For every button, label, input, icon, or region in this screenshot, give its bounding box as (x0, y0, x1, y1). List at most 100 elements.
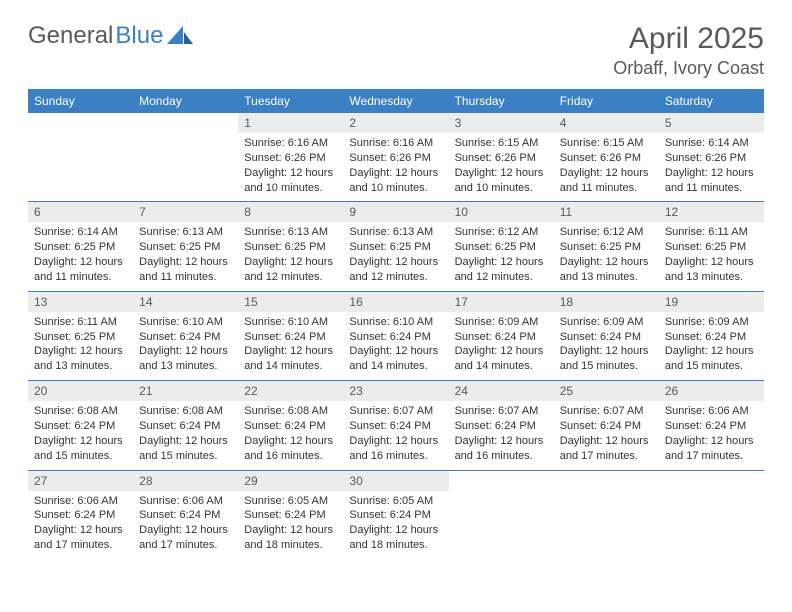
day-body: Sunrise: 6:08 AMSunset: 6:24 PMDaylight:… (238, 401, 343, 469)
sunset-line: Sunset: 6:25 PM (349, 240, 442, 255)
sunset-line: Sunset: 6:24 PM (349, 419, 442, 434)
daylight-line: Daylight: 12 hours and 10 minutes. (244, 166, 337, 196)
day-number: 27 (28, 471, 133, 491)
day-cell: 7Sunrise: 6:13 AMSunset: 6:25 PMDaylight… (133, 202, 238, 290)
week-row: 27Sunrise: 6:06 AMSunset: 6:24 PMDayligh… (28, 470, 764, 559)
day-body: Sunrise: 6:10 AMSunset: 6:24 PMDaylight:… (238, 312, 343, 380)
sunset-line: Sunset: 6:24 PM (34, 508, 127, 523)
daylight-line: Daylight: 12 hours and 13 minutes. (665, 255, 758, 285)
daylight-line: Daylight: 12 hours and 14 minutes. (349, 344, 442, 374)
day-number: 9 (343, 202, 448, 222)
sunrise-line: Sunrise: 6:13 AM (139, 225, 232, 240)
sunset-line: Sunset: 6:24 PM (139, 508, 232, 523)
daylight-line: Daylight: 12 hours and 13 minutes. (34, 344, 127, 374)
sunrise-line: Sunrise: 6:14 AM (34, 225, 127, 240)
day-number: 20 (28, 381, 133, 401)
sunrise-line: Sunrise: 6:05 AM (349, 494, 442, 509)
sunset-line: Sunset: 6:24 PM (455, 419, 548, 434)
daylight-line: Daylight: 12 hours and 10 minutes. (349, 166, 442, 196)
sunset-line: Sunset: 6:24 PM (455, 330, 548, 345)
day-body: Sunrise: 6:13 AMSunset: 6:25 PMDaylight:… (238, 222, 343, 290)
day-number: 25 (554, 381, 659, 401)
day-body: Sunrise: 6:16 AMSunset: 6:26 PMDaylight:… (238, 133, 343, 201)
sunrise-line: Sunrise: 6:07 AM (455, 404, 548, 419)
sunset-line: Sunset: 6:26 PM (455, 151, 548, 166)
sunset-line: Sunset: 6:25 PM (560, 240, 653, 255)
day-body: Sunrise: 6:07 AMSunset: 6:24 PMDaylight:… (554, 401, 659, 469)
day-body: Sunrise: 6:14 AMSunset: 6:26 PMDaylight:… (659, 133, 764, 201)
header: GeneralBlue April 2025 Orbaff, Ivory Coa… (28, 22, 764, 79)
day-number: 26 (659, 381, 764, 401)
day-cell: 8Sunrise: 6:13 AMSunset: 6:25 PMDaylight… (238, 202, 343, 290)
sunrise-line: Sunrise: 6:06 AM (665, 404, 758, 419)
day-cell: 10Sunrise: 6:12 AMSunset: 6:25 PMDayligh… (449, 202, 554, 290)
sunset-line: Sunset: 6:26 PM (560, 151, 653, 166)
daylight-line: Daylight: 12 hours and 11 minutes. (665, 166, 758, 196)
page-title: April 2025 (613, 22, 764, 56)
sunset-line: Sunset: 6:24 PM (349, 508, 442, 523)
dow-header-cell: Thursday (449, 89, 554, 113)
day-body: Sunrise: 6:12 AMSunset: 6:25 PMDaylight:… (449, 222, 554, 290)
sunset-line: Sunset: 6:24 PM (244, 508, 337, 523)
day-cell: 11Sunrise: 6:12 AMSunset: 6:25 PMDayligh… (554, 202, 659, 290)
daylight-line: Daylight: 12 hours and 14 minutes. (455, 344, 548, 374)
daylight-line: Daylight: 12 hours and 15 minutes. (139, 434, 232, 464)
dow-header-cell: Wednesday (343, 89, 448, 113)
day-cell: 23Sunrise: 6:07 AMSunset: 6:24 PMDayligh… (343, 381, 448, 469)
day-body: Sunrise: 6:06 AMSunset: 6:24 PMDaylight:… (659, 401, 764, 469)
week-row: 20Sunrise: 6:08 AMSunset: 6:24 PMDayligh… (28, 380, 764, 469)
day-number: 5 (659, 113, 764, 133)
day-number: 21 (133, 381, 238, 401)
day-cell: 1Sunrise: 6:16 AMSunset: 6:26 PMDaylight… (238, 113, 343, 201)
sunset-line: Sunset: 6:24 PM (244, 419, 337, 434)
sunrise-line: Sunrise: 6:13 AM (349, 225, 442, 240)
daylight-line: Daylight: 12 hours and 12 minutes. (349, 255, 442, 285)
day-number: 14 (133, 292, 238, 312)
sunset-line: Sunset: 6:26 PM (665, 151, 758, 166)
sunrise-line: Sunrise: 6:16 AM (244, 136, 337, 151)
sunrise-line: Sunrise: 6:07 AM (349, 404, 442, 419)
day-cell: 2Sunrise: 6:16 AMSunset: 6:26 PMDaylight… (343, 113, 448, 201)
logo-text-2: Blue (115, 22, 163, 50)
sunrise-line: Sunrise: 6:15 AM (455, 136, 548, 151)
location-label: Orbaff, Ivory Coast (613, 58, 764, 79)
sunrise-line: Sunrise: 6:12 AM (560, 225, 653, 240)
sunset-line: Sunset: 6:24 PM (560, 330, 653, 345)
daylight-line: Daylight: 12 hours and 13 minutes. (560, 255, 653, 285)
sunrise-line: Sunrise: 6:07 AM (560, 404, 653, 419)
day-cell (449, 471, 554, 559)
sunrise-line: Sunrise: 6:05 AM (244, 494, 337, 509)
day-body: Sunrise: 6:06 AMSunset: 6:24 PMDaylight:… (133, 491, 238, 559)
daylight-line: Daylight: 12 hours and 18 minutes. (244, 523, 337, 553)
day-cell (28, 113, 133, 201)
sunrise-line: Sunrise: 6:09 AM (665, 315, 758, 330)
day-number: 1 (238, 113, 343, 133)
day-cell: 22Sunrise: 6:08 AMSunset: 6:24 PMDayligh… (238, 381, 343, 469)
day-body: Sunrise: 6:13 AMSunset: 6:25 PMDaylight:… (343, 222, 448, 290)
sunset-line: Sunset: 6:24 PM (244, 330, 337, 345)
daylight-line: Daylight: 12 hours and 18 minutes. (349, 523, 442, 553)
sunset-line: Sunset: 6:24 PM (349, 330, 442, 345)
sunset-line: Sunset: 6:24 PM (139, 330, 232, 345)
day-body: Sunrise: 6:14 AMSunset: 6:25 PMDaylight:… (28, 222, 133, 290)
sunset-line: Sunset: 6:24 PM (560, 419, 653, 434)
sunrise-line: Sunrise: 6:14 AM (665, 136, 758, 151)
sunrise-line: Sunrise: 6:08 AM (139, 404, 232, 419)
sunset-line: Sunset: 6:25 PM (244, 240, 337, 255)
daylight-line: Daylight: 12 hours and 17 minutes. (560, 434, 653, 464)
daylight-line: Daylight: 12 hours and 15 minutes. (34, 434, 127, 464)
day-number: 28 (133, 471, 238, 491)
day-cell: 24Sunrise: 6:07 AMSunset: 6:24 PMDayligh… (449, 381, 554, 469)
day-number: 4 (554, 113, 659, 133)
sunrise-line: Sunrise: 6:06 AM (34, 494, 127, 509)
day-number: 15 (238, 292, 343, 312)
day-number: 23 (343, 381, 448, 401)
day-cell: 14Sunrise: 6:10 AMSunset: 6:24 PMDayligh… (133, 292, 238, 380)
day-cell: 20Sunrise: 6:08 AMSunset: 6:24 PMDayligh… (28, 381, 133, 469)
daylight-line: Daylight: 12 hours and 11 minutes. (139, 255, 232, 285)
day-cell: 15Sunrise: 6:10 AMSunset: 6:24 PMDayligh… (238, 292, 343, 380)
day-number: 18 (554, 292, 659, 312)
day-body: Sunrise: 6:12 AMSunset: 6:25 PMDaylight:… (554, 222, 659, 290)
title-block: April 2025 Orbaff, Ivory Coast (613, 22, 764, 79)
week-row: 1Sunrise: 6:16 AMSunset: 6:26 PMDaylight… (28, 113, 764, 201)
